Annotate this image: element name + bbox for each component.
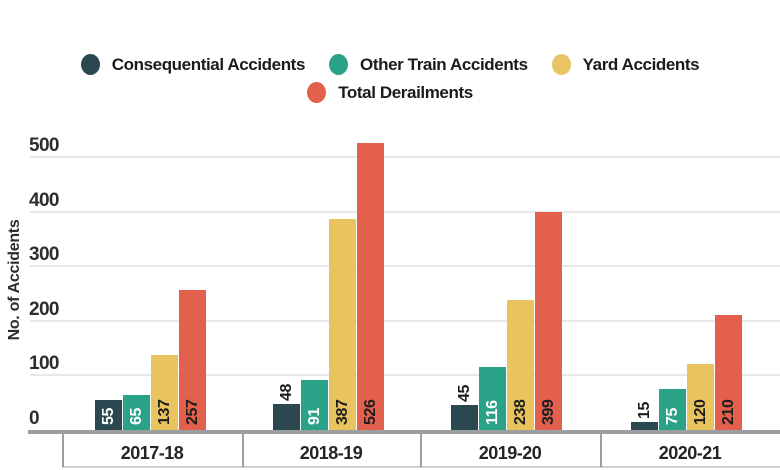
category-label: 2018-19 bbox=[299, 443, 363, 463]
category-label: 2019-20 bbox=[478, 443, 542, 463]
legend-item-label: Consequential Accidents bbox=[111, 54, 306, 74]
bar bbox=[687, 364, 714, 430]
category-separator bbox=[242, 430, 244, 467]
bar bbox=[123, 395, 150, 430]
y-tick-label: 400 bbox=[29, 189, 60, 211]
category-label: 2020-21 bbox=[658, 443, 722, 463]
legend-dot-icon bbox=[329, 54, 348, 75]
legend-item: Consequential Accidents bbox=[80, 54, 306, 75]
y-axis-title: No. of Accidents bbox=[6, 219, 23, 341]
legend-item-label: Other Train Accidents bbox=[360, 54, 528, 74]
bar bbox=[479, 367, 506, 430]
bar bbox=[631, 422, 658, 430]
bar bbox=[659, 389, 686, 430]
bar bbox=[179, 290, 206, 430]
gridline bbox=[30, 265, 780, 268]
bar bbox=[507, 300, 534, 430]
bar bbox=[95, 400, 122, 430]
category-separator bbox=[62, 430, 64, 467]
gridline bbox=[30, 156, 780, 158]
gridline bbox=[30, 210, 780, 213]
category-label: 2017-18 bbox=[120, 443, 184, 463]
y-tick-label: 0 bbox=[29, 408, 40, 429]
y-tick-label: 100 bbox=[29, 353, 60, 375]
bar bbox=[301, 380, 328, 430]
x-axis-band-border bbox=[62, 466, 780, 468]
bar bbox=[151, 355, 178, 430]
legend-row: Total Derailments bbox=[307, 82, 473, 103]
legend-row: Consequential Accidents Other Train Accid… bbox=[80, 54, 700, 75]
legend-item-label: Yard Accidents bbox=[582, 54, 700, 74]
y-tick-label: 500 bbox=[29, 135, 60, 156]
legend-item-label: Total Derailments bbox=[338, 82, 473, 102]
gridline bbox=[30, 374, 780, 377]
gridline bbox=[30, 319, 780, 322]
legend-dot-icon bbox=[80, 54, 100, 75]
bar bbox=[535, 212, 562, 430]
bar bbox=[451, 405, 478, 430]
x-axis-line bbox=[28, 430, 780, 434]
legend-dot-icon bbox=[307, 82, 327, 103]
y-tick-label: 200 bbox=[29, 298, 60, 320]
bar bbox=[715, 315, 742, 430]
y-tick-label: 300 bbox=[29, 244, 60, 266]
bar bbox=[357, 143, 384, 430]
legend-item: Other Train Accidents bbox=[329, 54, 528, 75]
legend-item: Yard Accidents bbox=[551, 54, 700, 75]
category-separator bbox=[420, 430, 422, 467]
category-separator bbox=[600, 430, 602, 467]
bar bbox=[329, 219, 356, 430]
bar bbox=[273, 404, 300, 430]
legend: Consequential Accidents Other Train Accid… bbox=[0, 54, 780, 103]
legend-item: Total Derailments bbox=[307, 82, 473, 103]
legend-dot-icon bbox=[551, 54, 571, 75]
